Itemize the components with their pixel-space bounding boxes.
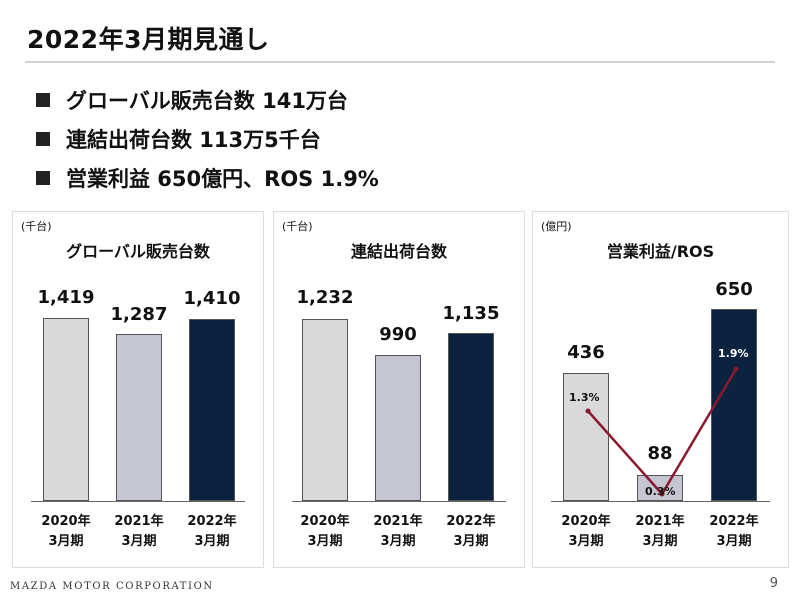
ros-label: 1.9%: [718, 347, 749, 360]
bar-2022: [189, 319, 235, 501]
bar-2021: [116, 334, 162, 501]
chart-title: 営業利益/ROS: [606, 242, 715, 261]
bullet-list: グローバル販売台数 141万台 連結出荷台数 113万5千台 営業利益 650億…: [36, 80, 379, 197]
x-label: 2022年 3月期: [709, 514, 759, 549]
bar-value: 1,232: [296, 287, 354, 308]
bar-value: 990: [379, 324, 417, 345]
x-axis: [31, 501, 245, 502]
bar-2020: [563, 373, 609, 501]
bullet-item: 営業利益 650億円、ROS 1.9%: [36, 158, 379, 197]
bullet-item: グローバル販売台数 141万台: [36, 80, 379, 119]
bar-2020: [43, 318, 89, 501]
unit-label: (億円): [541, 220, 572, 233]
chart-title: 連結出荷台数: [350, 242, 447, 261]
bar-value: 1,135: [442, 303, 500, 324]
bar-2022: [711, 309, 757, 501]
bar-2022: [448, 333, 494, 501]
chart-title: グローバル販売台数: [66, 242, 210, 261]
chart-panel-consolidated-shipments: (千台) 連結出荷台数 1,232 990 1,135 2020年 3月期 202…: [273, 211, 525, 568]
x-label: 2022年 3月期: [187, 514, 237, 549]
unit-label: (千台): [282, 220, 313, 233]
square-bullet-icon: [36, 170, 50, 185]
bar-2021: [637, 475, 683, 501]
x-label: 2021年 3月期: [373, 514, 423, 549]
square-bullet-icon: [36, 131, 50, 146]
bar-value: 1,410: [183, 288, 241, 309]
ros-label: 1.3%: [569, 391, 600, 404]
x-axis: [551, 501, 770, 502]
square-bullet-icon: [36, 92, 50, 107]
x-axis: [292, 501, 506, 502]
ros-line: [585, 366, 739, 497]
ros-label: 0.3%: [645, 485, 676, 498]
page-number: 9: [769, 576, 778, 591]
x-label: 2021年 3月期: [114, 514, 164, 549]
bar-2020: [302, 319, 348, 501]
company-footer: MAZDA MOTOR CORPORATION: [10, 581, 214, 592]
title-divider: [25, 61, 775, 63]
unit-label: (千台): [21, 220, 52, 233]
chart-panel-operating-profit-ros: (億円) 営業利益/ROS 436 88 650 1.3% 0.3% 1.9% …: [532, 211, 789, 568]
x-label: 2021年 3月期: [635, 514, 685, 549]
x-label: 2022年 3月期: [446, 514, 496, 549]
x-label: 2020年 3月期: [561, 514, 611, 549]
bar-value: 1,287: [110, 304, 168, 325]
page-title: 2022年3月期見通し: [27, 25, 270, 54]
bar-value: 88: [647, 443, 673, 464]
chart-panel-global-sales: (千台) グローバル販売台数 1,419 1,287 1,410 2020年 3月…: [12, 211, 264, 568]
bar-value: 436: [567, 342, 605, 363]
bar-2021: [375, 355, 421, 501]
bar-value: 650: [715, 279, 753, 300]
x-label: 2020年 3月期: [41, 514, 91, 549]
bar-value: 1,419: [37, 287, 95, 308]
x-label: 2020年 3月期: [300, 514, 350, 549]
bullet-item: 連結出荷台数 113万5千台: [36, 119, 379, 158]
